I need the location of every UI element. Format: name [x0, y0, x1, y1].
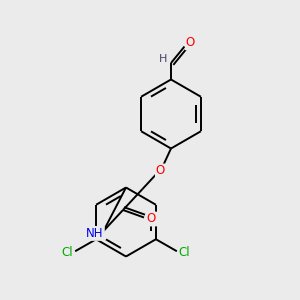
Text: H: H	[158, 54, 167, 64]
Text: NH: NH	[86, 227, 104, 240]
Text: O: O	[156, 164, 165, 178]
Text: O: O	[186, 36, 195, 50]
Text: Cl: Cl	[178, 246, 190, 259]
Text: Cl: Cl	[62, 246, 74, 259]
Text: O: O	[147, 212, 156, 226]
